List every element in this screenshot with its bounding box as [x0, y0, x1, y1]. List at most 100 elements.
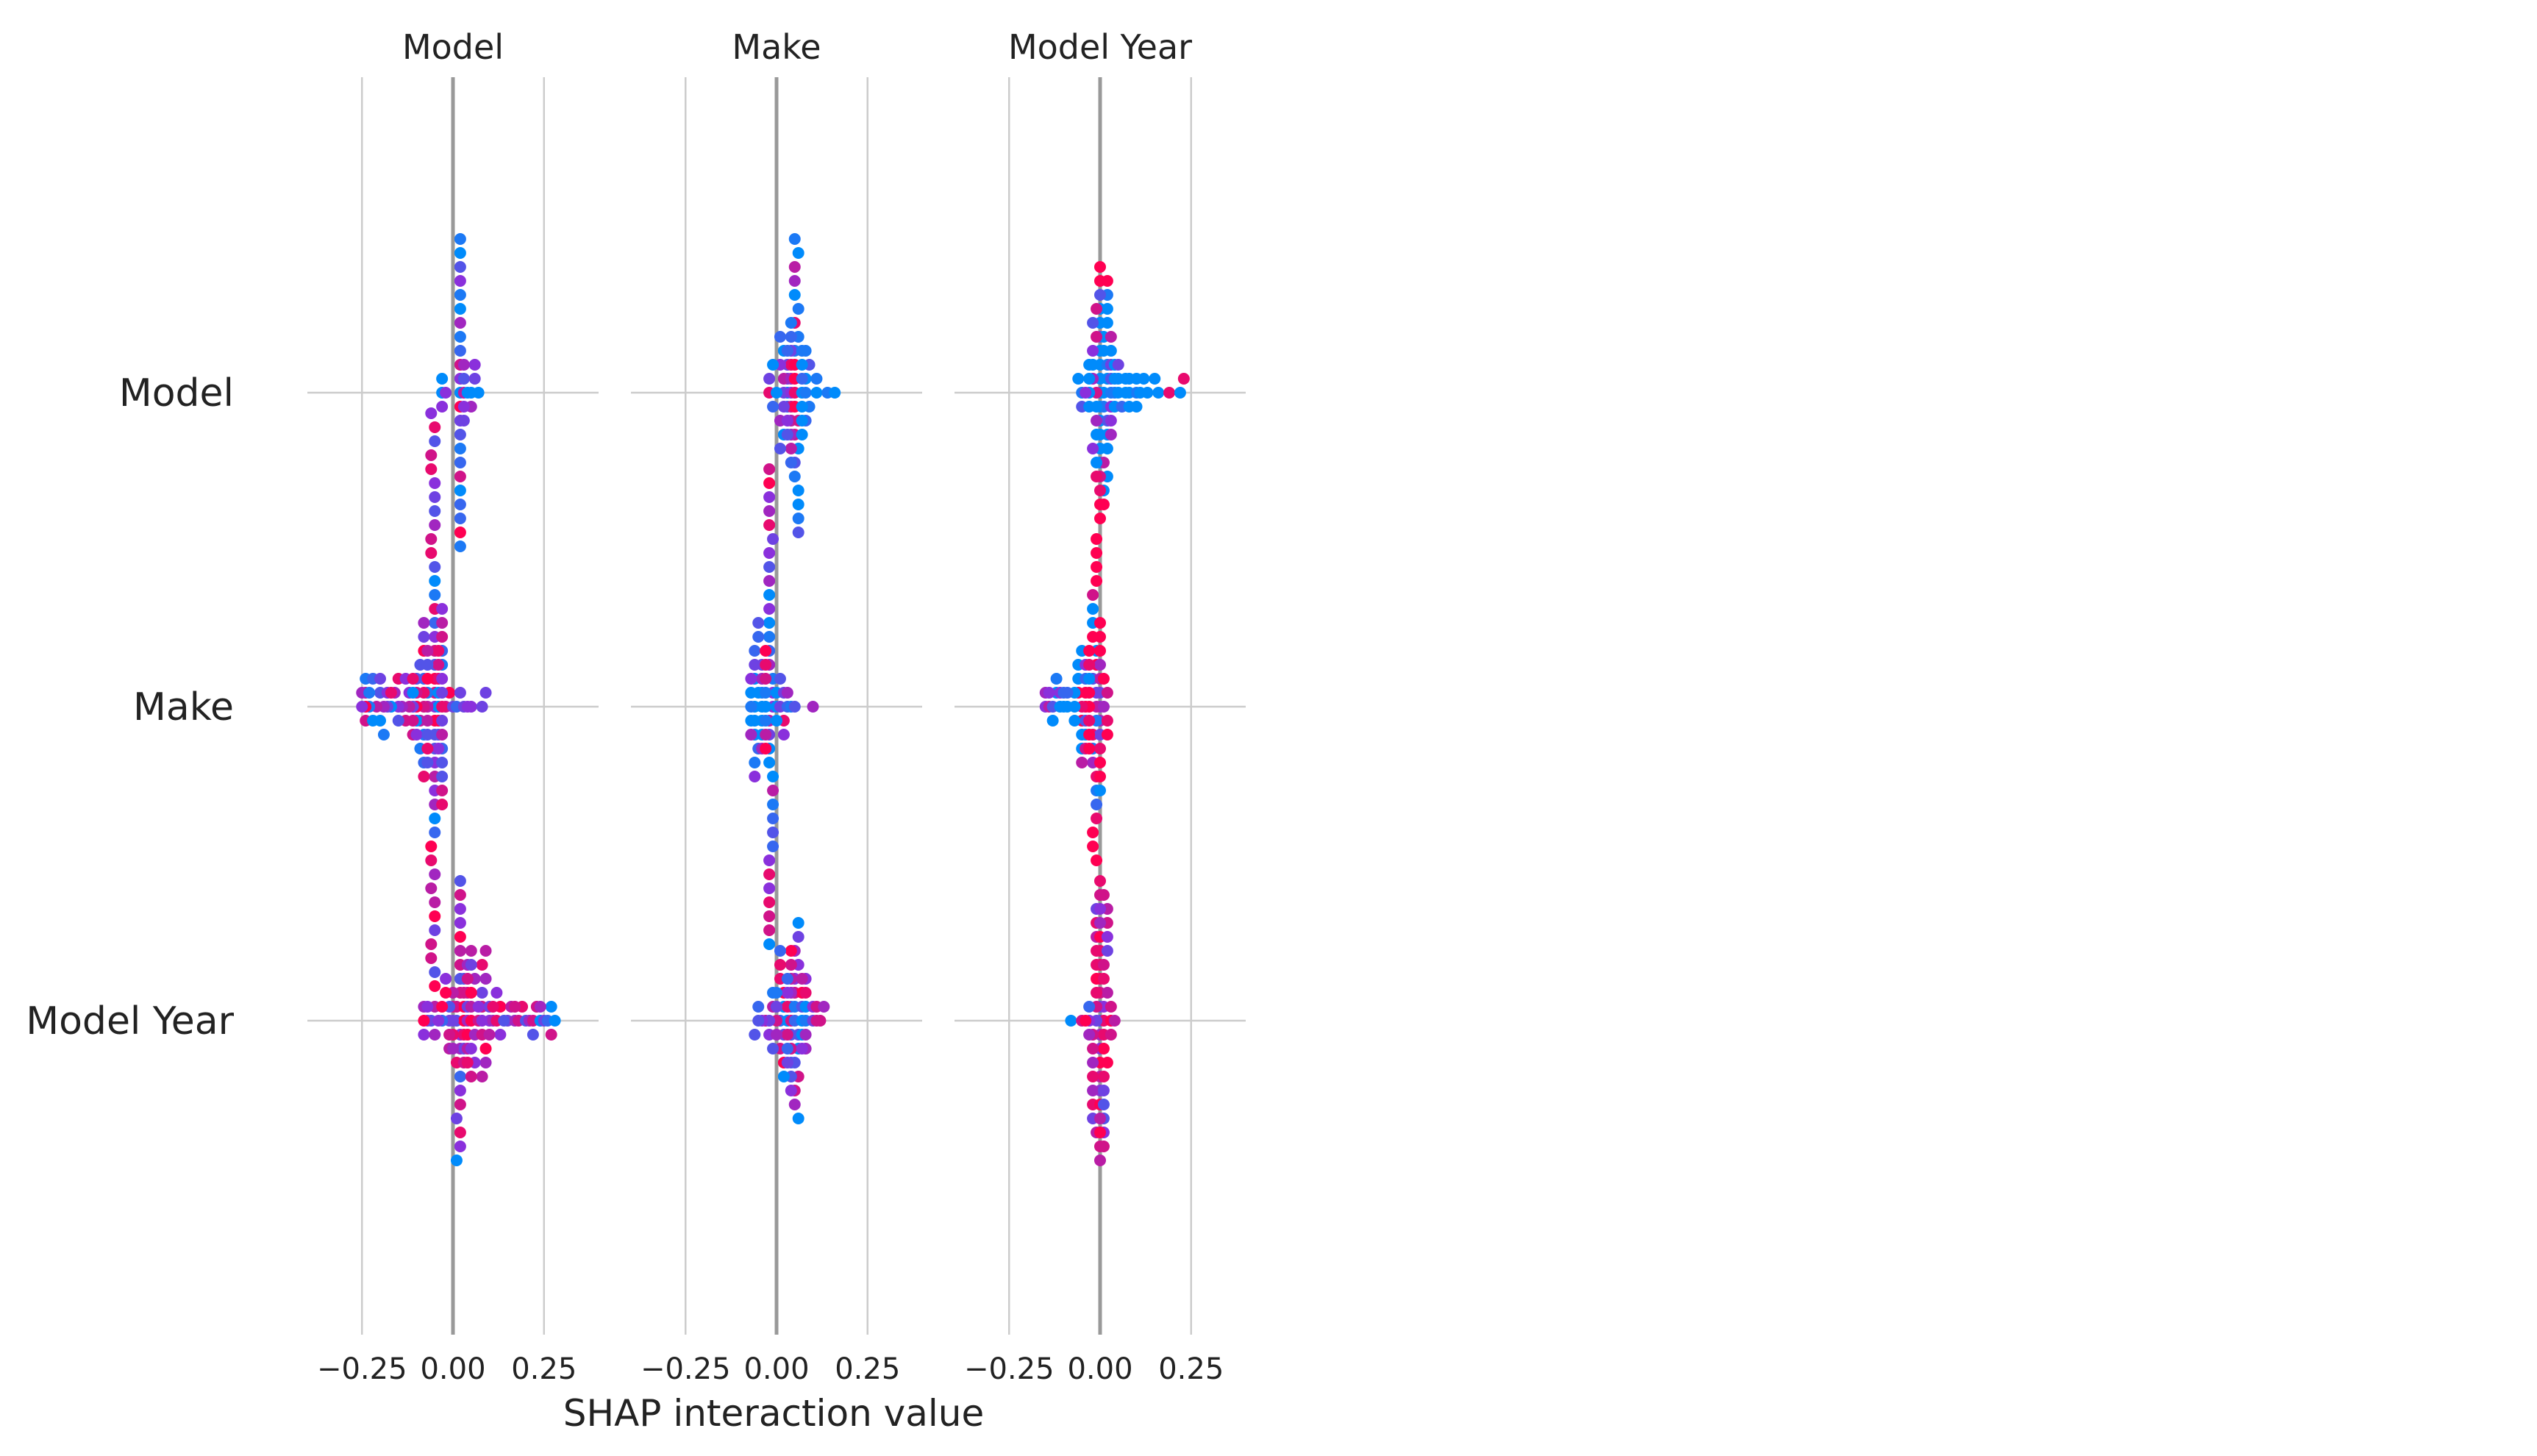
data-point [760, 715, 772, 727]
data-point [760, 743, 772, 754]
data-point [1105, 415, 1117, 427]
data-point [454, 1085, 466, 1096]
data-point [785, 457, 797, 468]
data-point [1083, 687, 1096, 699]
data-point [1101, 931, 1113, 943]
data-point [745, 715, 757, 727]
data-point [752, 1015, 765, 1027]
data-point [407, 687, 419, 699]
data-point [749, 757, 761, 768]
data-point [429, 980, 441, 992]
data-point [494, 1029, 507, 1041]
data-point [461, 973, 474, 985]
data-point [781, 1057, 793, 1068]
data-point [1083, 743, 1096, 754]
data-point [752, 617, 765, 629]
row-label: Model Year [26, 999, 234, 1043]
data-point [447, 1043, 459, 1054]
column-title: Model [402, 27, 504, 67]
data-point [465, 1071, 477, 1082]
data-point [454, 275, 466, 287]
data-point [760, 673, 772, 685]
data-point [771, 987, 782, 999]
data-point [771, 387, 782, 399]
data-point [465, 701, 477, 713]
x-tick-label: 0.00 [1067, 1352, 1132, 1386]
data-point [767, 841, 779, 852]
data-point [440, 973, 452, 985]
data-point [457, 373, 470, 385]
row-label: Make [133, 685, 234, 729]
data-point [509, 1001, 521, 1013]
data-point [774, 673, 786, 685]
data-point [781, 987, 793, 999]
data-point [454, 317, 466, 329]
data-point [465, 387, 477, 399]
data-point [763, 477, 776, 489]
x-tick-label: −0.25 [964, 1352, 1055, 1386]
data-point [1134, 387, 1146, 399]
data-point [763, 575, 776, 587]
data-point [1076, 757, 1088, 768]
data-point [796, 359, 808, 371]
data-point [421, 1001, 434, 1013]
data-point [454, 513, 466, 524]
data-point [763, 505, 776, 517]
data-point [436, 771, 449, 782]
data-point [792, 499, 804, 510]
data-point [1152, 387, 1165, 399]
data-point [792, 513, 804, 524]
data-point [425, 547, 438, 559]
data-point [760, 729, 772, 741]
data-point [763, 561, 776, 573]
data-point [1091, 457, 1103, 468]
data-point [436, 701, 449, 713]
data-point [796, 373, 808, 385]
data-point [436, 401, 449, 413]
data-point [1091, 547, 1103, 559]
data-point [1087, 1085, 1099, 1096]
data-point [1061, 687, 1074, 699]
data-point [1091, 533, 1103, 545]
data-point [1083, 659, 1096, 671]
data-point [425, 449, 438, 461]
data-point [763, 854, 776, 866]
column-title: Model Year [1008, 27, 1192, 67]
data-point [1087, 1043, 1099, 1054]
data-point [1083, 1029, 1096, 1041]
data-point [429, 435, 441, 447]
data-point [421, 645, 434, 657]
data-point [454, 1099, 466, 1110]
data-point [792, 303, 804, 315]
data-point [468, 359, 481, 371]
data-point [1112, 359, 1124, 371]
data-point [440, 387, 452, 399]
data-point [425, 407, 438, 419]
data-point [476, 987, 488, 999]
data-point [1101, 729, 1113, 741]
data-point [421, 729, 434, 741]
data-point [454, 443, 466, 454]
data-point [1101, 945, 1113, 957]
data-point [450, 1155, 463, 1166]
data-point [1094, 757, 1106, 768]
data-point [377, 729, 390, 741]
x-tick-label: −0.25 [317, 1352, 407, 1386]
data-point [763, 463, 776, 475]
data-point [1080, 1015, 1092, 1027]
data-point [1177, 373, 1190, 385]
data-point [1087, 317, 1099, 329]
data-point [418, 1029, 430, 1041]
data-point [799, 387, 812, 399]
data-point [1101, 443, 1113, 454]
data-point [1094, 903, 1106, 915]
data-point [1046, 715, 1059, 727]
data-point [807, 701, 819, 713]
data-point [418, 771, 430, 782]
x-tick-label: 0.00 [420, 1352, 485, 1386]
data-point [774, 331, 786, 343]
data-point [767, 785, 779, 796]
data-point [436, 1001, 449, 1013]
data-point [781, 429, 793, 440]
